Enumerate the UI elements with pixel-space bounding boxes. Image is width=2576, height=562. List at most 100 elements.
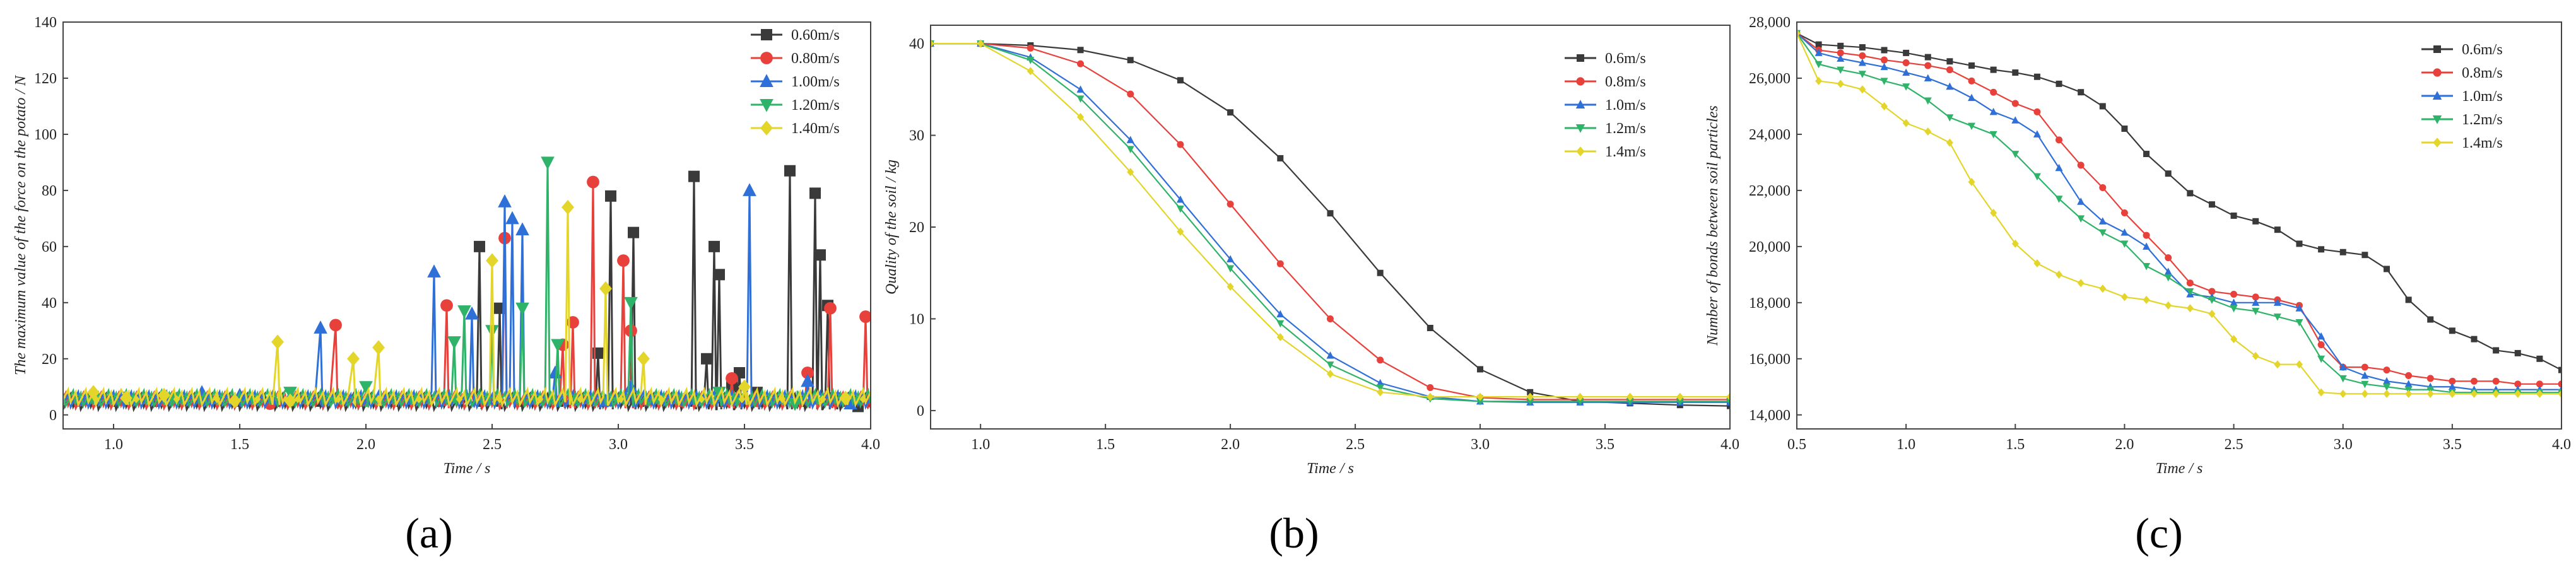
data-point [2317, 341, 2325, 349]
data-point [657, 395, 665, 404]
data-point [2405, 372, 2413, 379]
data-point [1026, 67, 1034, 76]
data-point [551, 339, 565, 353]
y-tick-label: 40 [909, 36, 924, 52]
data-point [2536, 389, 2543, 398]
y-axis-label: The maximum value of the force on the po… [13, 74, 29, 375]
data-point [1476, 398, 1485, 406]
data-point [2099, 284, 2107, 293]
data-point [1277, 155, 1284, 161]
data-point [1676, 398, 1684, 406]
data-point [1126, 146, 1134, 153]
series-1.4m/s [931, 39, 1729, 401]
data-point [2361, 371, 2369, 379]
data-point [1026, 57, 1035, 64]
data-point [1327, 315, 1334, 322]
data-point [440, 299, 453, 312]
data-point [1968, 122, 1976, 131]
y-tick-label: 80 [42, 183, 57, 199]
data-point [415, 395, 423, 404]
legend-label: 1.4m/s [1605, 144, 1646, 160]
x-tick-label: 3.0 [2334, 436, 2353, 453]
data-point [2120, 228, 2129, 236]
data-point [2449, 389, 2456, 398]
data-point [2317, 388, 2325, 397]
data-point [2449, 377, 2456, 385]
data-point [2295, 304, 2303, 312]
y-tick-label: 20 [42, 351, 57, 368]
data-point [2012, 69, 2019, 76]
y-tick-label: 18,000 [1749, 295, 1791, 312]
data-point [1815, 41, 1822, 48]
series-1.00m/s [64, 183, 870, 411]
data-point [1226, 283, 1234, 291]
data-point [372, 340, 385, 355]
x-tick-label: 1.0 [971, 436, 990, 453]
data-point [1326, 351, 1334, 359]
data-point [1276, 320, 1285, 328]
data-point [2382, 377, 2391, 385]
series-1.0m/s [931, 39, 1729, 406]
data-point [498, 194, 512, 208]
data-point [2230, 305, 2238, 313]
panel-label-c: (c) [2135, 509, 2182, 557]
data-point [505, 211, 519, 225]
data-point [701, 353, 712, 365]
series-1.4m/s [1797, 30, 2561, 398]
data-point [2143, 242, 2151, 250]
data-point [1902, 59, 1910, 66]
data-point [2143, 231, 2150, 239]
data-point [617, 254, 630, 267]
data-point [1127, 168, 1134, 177]
data-point [605, 190, 616, 202]
series-line [1797, 33, 2561, 394]
data-point [1576, 398, 1584, 406]
data-point [859, 310, 870, 323]
data-point [1177, 141, 1184, 148]
data-point [2077, 197, 2085, 205]
data-point [1902, 119, 1910, 127]
data-point [1176, 195, 1184, 203]
legend-label: 0.80m/s [791, 50, 840, 67]
series-1.40m/s [64, 199, 870, 409]
x-tick-label: 1.0 [104, 436, 123, 453]
legend-label: 0.8m/s [2462, 65, 2503, 81]
data-point [2098, 229, 2107, 237]
data-point [2011, 151, 2020, 158]
data-point [284, 393, 297, 409]
data-point [2536, 355, 2543, 362]
y-tick-label: 20,000 [1749, 239, 1791, 255]
data-point [788, 397, 802, 411]
data-point [2252, 351, 2259, 360]
data-point [1177, 77, 1184, 84]
data-point [536, 395, 544, 404]
data-point [1377, 388, 1384, 397]
data-point [1127, 90, 1134, 98]
legend-marker [1575, 124, 1585, 133]
plot-frame [62, 21, 871, 430]
data-point [1946, 58, 1953, 65]
data-point [1837, 49, 1844, 57]
x-tick-label: 4.0 [1720, 436, 1739, 453]
data-point [1726, 398, 1729, 404]
data-point [977, 39, 984, 48]
data-point [2273, 313, 2281, 321]
data-point [2536, 380, 2543, 388]
data-point [1946, 66, 1953, 74]
data-point [2055, 196, 2063, 203]
legend: 0.6m/s 0.8m/s 1.0m/s 1.2m/s 1.4m/s [1565, 50, 1646, 160]
data-point [2361, 252, 2368, 259]
data-point [1797, 30, 1801, 37]
data-point [1077, 47, 1084, 54]
data-point [1226, 265, 1235, 272]
data-point [2143, 295, 2150, 304]
legend-marker [761, 29, 772, 40]
x-tick-label: 0.5 [1787, 436, 1806, 453]
legend-marker [2432, 91, 2442, 100]
data-point [334, 395, 342, 404]
data-point [1837, 54, 1845, 62]
data-point [2208, 310, 2216, 319]
data-point [1989, 131, 1997, 139]
series-line [64, 162, 870, 409]
data-point [485, 325, 499, 339]
